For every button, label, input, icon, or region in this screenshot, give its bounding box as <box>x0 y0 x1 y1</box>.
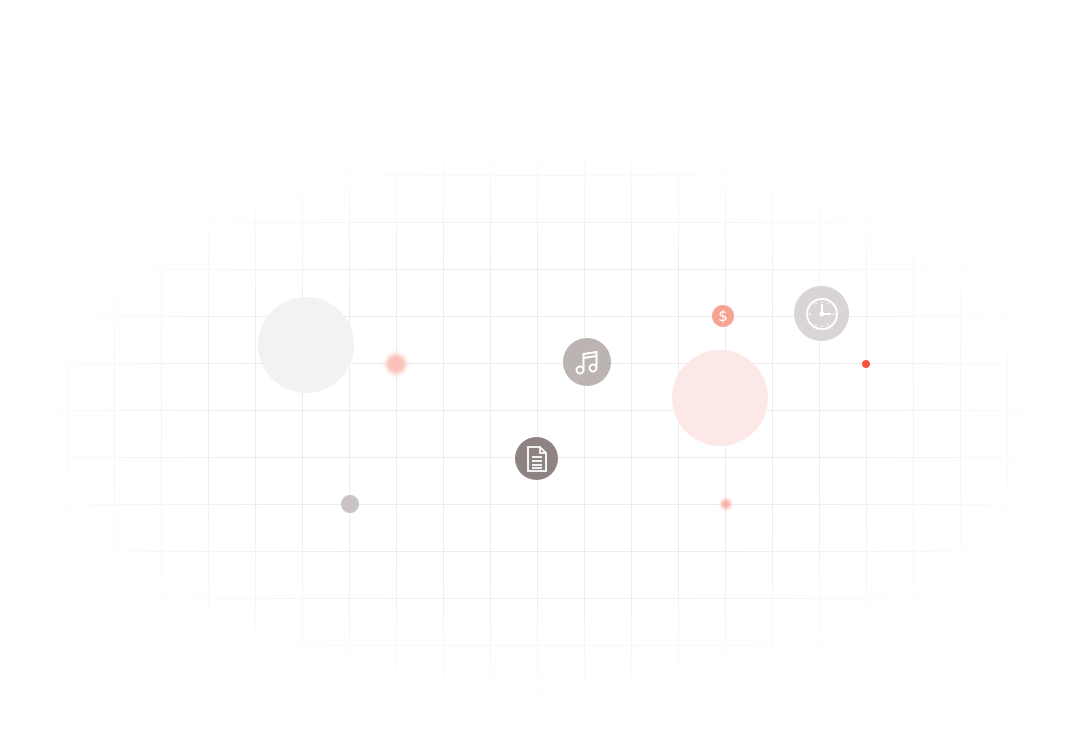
red-dot <box>862 360 870 368</box>
music-badge <box>563 338 611 386</box>
grey-bubble <box>258 297 354 393</box>
small-grey-dot <box>341 495 359 513</box>
clock-icon <box>805 297 838 330</box>
pink-bubble <box>672 350 768 446</box>
dollar-badge: $ <box>712 305 734 327</box>
music-note-icon <box>575 350 598 375</box>
document-icon <box>526 445 547 472</box>
dollar-icon: $ <box>718 306 728 325</box>
blurred-pink-dot <box>386 354 406 374</box>
clock-badge <box>794 286 849 341</box>
document-badge <box>515 437 558 480</box>
blurred-small-pink-dot <box>721 499 731 509</box>
